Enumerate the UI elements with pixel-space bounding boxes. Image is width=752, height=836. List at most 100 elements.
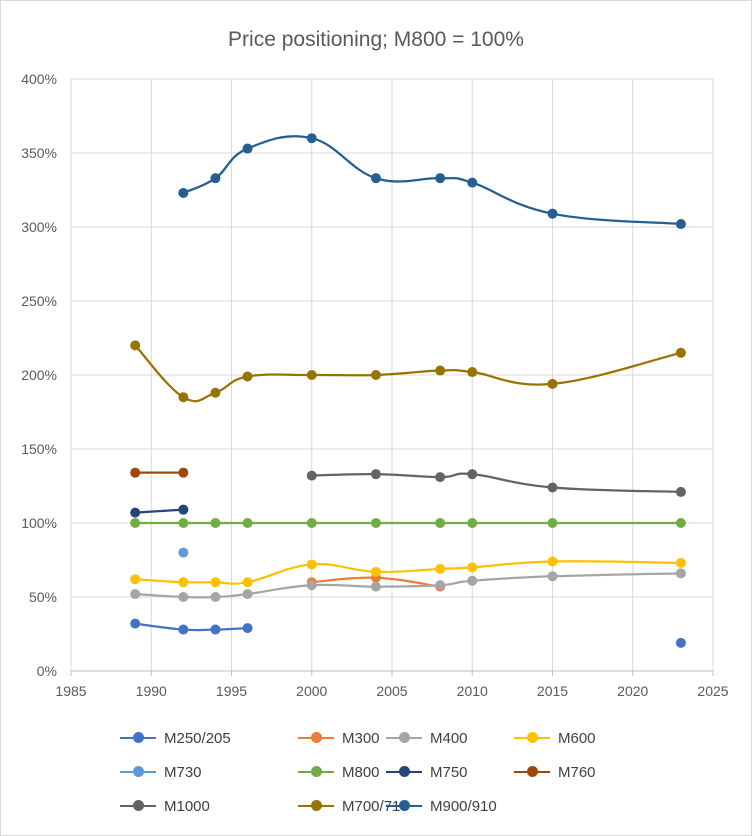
data-point-m400 xyxy=(178,592,189,602)
series-line-m400 xyxy=(134,572,683,599)
data-point-m900-910 xyxy=(370,173,381,184)
chart-title: Price positioning; M800 = 100% xyxy=(228,28,524,51)
data-point-m700-710 xyxy=(210,387,221,398)
data-point-m730 xyxy=(178,547,189,558)
data-point-m600 xyxy=(370,566,381,577)
data-point-m1000 xyxy=(467,469,478,480)
legend-label: M730 xyxy=(164,763,202,781)
data-point-m600 xyxy=(467,562,478,573)
series-line-m700-710 xyxy=(134,344,683,403)
data-point-m800 xyxy=(370,518,381,528)
data-point-m900-910 xyxy=(435,173,446,184)
data-point-m400 xyxy=(435,580,446,591)
y-tick-label: 50% xyxy=(29,589,57,605)
data-point-m250-205 xyxy=(178,624,189,635)
x-tick-label: 2010 xyxy=(457,683,488,699)
data-point-m800 xyxy=(675,518,686,528)
legend-item: M400 xyxy=(384,724,468,752)
legend-item: M730 xyxy=(118,758,202,786)
data-point-m400 xyxy=(306,580,317,591)
legend-marker xyxy=(512,766,552,778)
legend-label: M250/205 xyxy=(164,729,231,747)
series-line-m250-205 xyxy=(134,622,249,632)
legend-item: M600 xyxy=(512,724,596,752)
data-point-m1000 xyxy=(306,470,317,481)
legend-dot xyxy=(133,766,144,777)
axes: 0% 50% 100% 150% 200% 250% 300% 350% 400% 1985 199… xyxy=(21,71,729,699)
series-line-m900-910 xyxy=(182,135,683,226)
y-tick-label: 400% xyxy=(21,71,57,87)
y-tick-label: 150% xyxy=(21,441,57,457)
y-tick-label: 250% xyxy=(21,293,57,309)
data-point-m900-910 xyxy=(467,177,478,188)
data-point-m700-710 xyxy=(370,370,381,380)
legend-item: M300 xyxy=(296,724,380,752)
data-point-m700-710 xyxy=(435,365,446,376)
legend-dot xyxy=(311,732,322,743)
legend-item: M760 xyxy=(512,758,596,786)
legend-item: M700/710 xyxy=(296,792,409,820)
legend-dot xyxy=(527,766,538,777)
data-point-m900-910 xyxy=(242,143,253,154)
data-point-m400 xyxy=(467,575,478,586)
legend-label: M760 xyxy=(558,763,596,781)
data-point-m700-710 xyxy=(130,340,141,351)
y-tick-label: 0% xyxy=(37,663,57,679)
data-point-m760 xyxy=(130,467,141,478)
legend-label: M1000 xyxy=(164,797,210,815)
data-point-m800 xyxy=(242,518,253,528)
data-point-m1000 xyxy=(435,472,446,483)
data-point-m700-710 xyxy=(178,392,189,403)
data-point-m400 xyxy=(547,571,558,582)
data-point-m400 xyxy=(675,568,686,579)
data-point-m400 xyxy=(210,592,221,602)
data-point-m1000 xyxy=(370,469,381,480)
data-point-m700-710 xyxy=(306,370,317,380)
data-point-m900-910 xyxy=(210,173,221,184)
data-point-m250-205 xyxy=(242,623,253,634)
data-point-m400 xyxy=(370,581,381,592)
data-point-m1000 xyxy=(547,482,558,493)
data-point-m900-910 xyxy=(547,208,558,219)
legend-marker xyxy=(296,800,336,812)
data-point-m900-910 xyxy=(306,133,317,144)
series-line-m1000 xyxy=(310,472,683,494)
legend-marker xyxy=(118,732,158,744)
data-point-m250-205 xyxy=(675,637,686,648)
data-point-m800 xyxy=(130,518,141,528)
legend-dot xyxy=(133,732,144,743)
data-point-m750 xyxy=(178,504,189,515)
data-point-m600 xyxy=(130,574,141,585)
x-tick-label: 2020 xyxy=(617,683,648,699)
data-point-m900-910 xyxy=(178,187,189,198)
data-point-m400 xyxy=(242,589,253,600)
data-point-m700-710 xyxy=(675,347,686,358)
legend-dot xyxy=(399,800,410,811)
data-point-m800 xyxy=(435,518,446,528)
legend-item: M900/910 xyxy=(384,792,497,820)
data-point-m800 xyxy=(547,518,558,528)
legend-label: M300 xyxy=(342,729,380,747)
x-tick-label: 2015 xyxy=(537,683,568,699)
data-point-m700-710 xyxy=(547,378,558,389)
series-line-m600 xyxy=(134,560,683,585)
legend-item: M250/205 xyxy=(118,724,231,752)
legend-marker xyxy=(512,732,552,744)
data-point-m600 xyxy=(547,556,558,567)
legend-dot xyxy=(311,800,322,811)
data-point-m800 xyxy=(178,518,189,528)
data-point-m250-205 xyxy=(210,624,221,635)
legend-dot xyxy=(133,800,144,811)
legend-item: M1000 xyxy=(118,792,210,820)
data-point-m400 xyxy=(130,589,141,600)
legend-label: M750 xyxy=(430,763,468,781)
x-tick-label: 1990 xyxy=(136,683,167,699)
data-point-m600 xyxy=(435,563,446,574)
legend-marker xyxy=(296,732,336,744)
legend-marker xyxy=(384,800,424,812)
legend-dot xyxy=(527,732,538,743)
legend-label: M800 xyxy=(342,763,380,781)
legend-item: M750 xyxy=(384,758,468,786)
